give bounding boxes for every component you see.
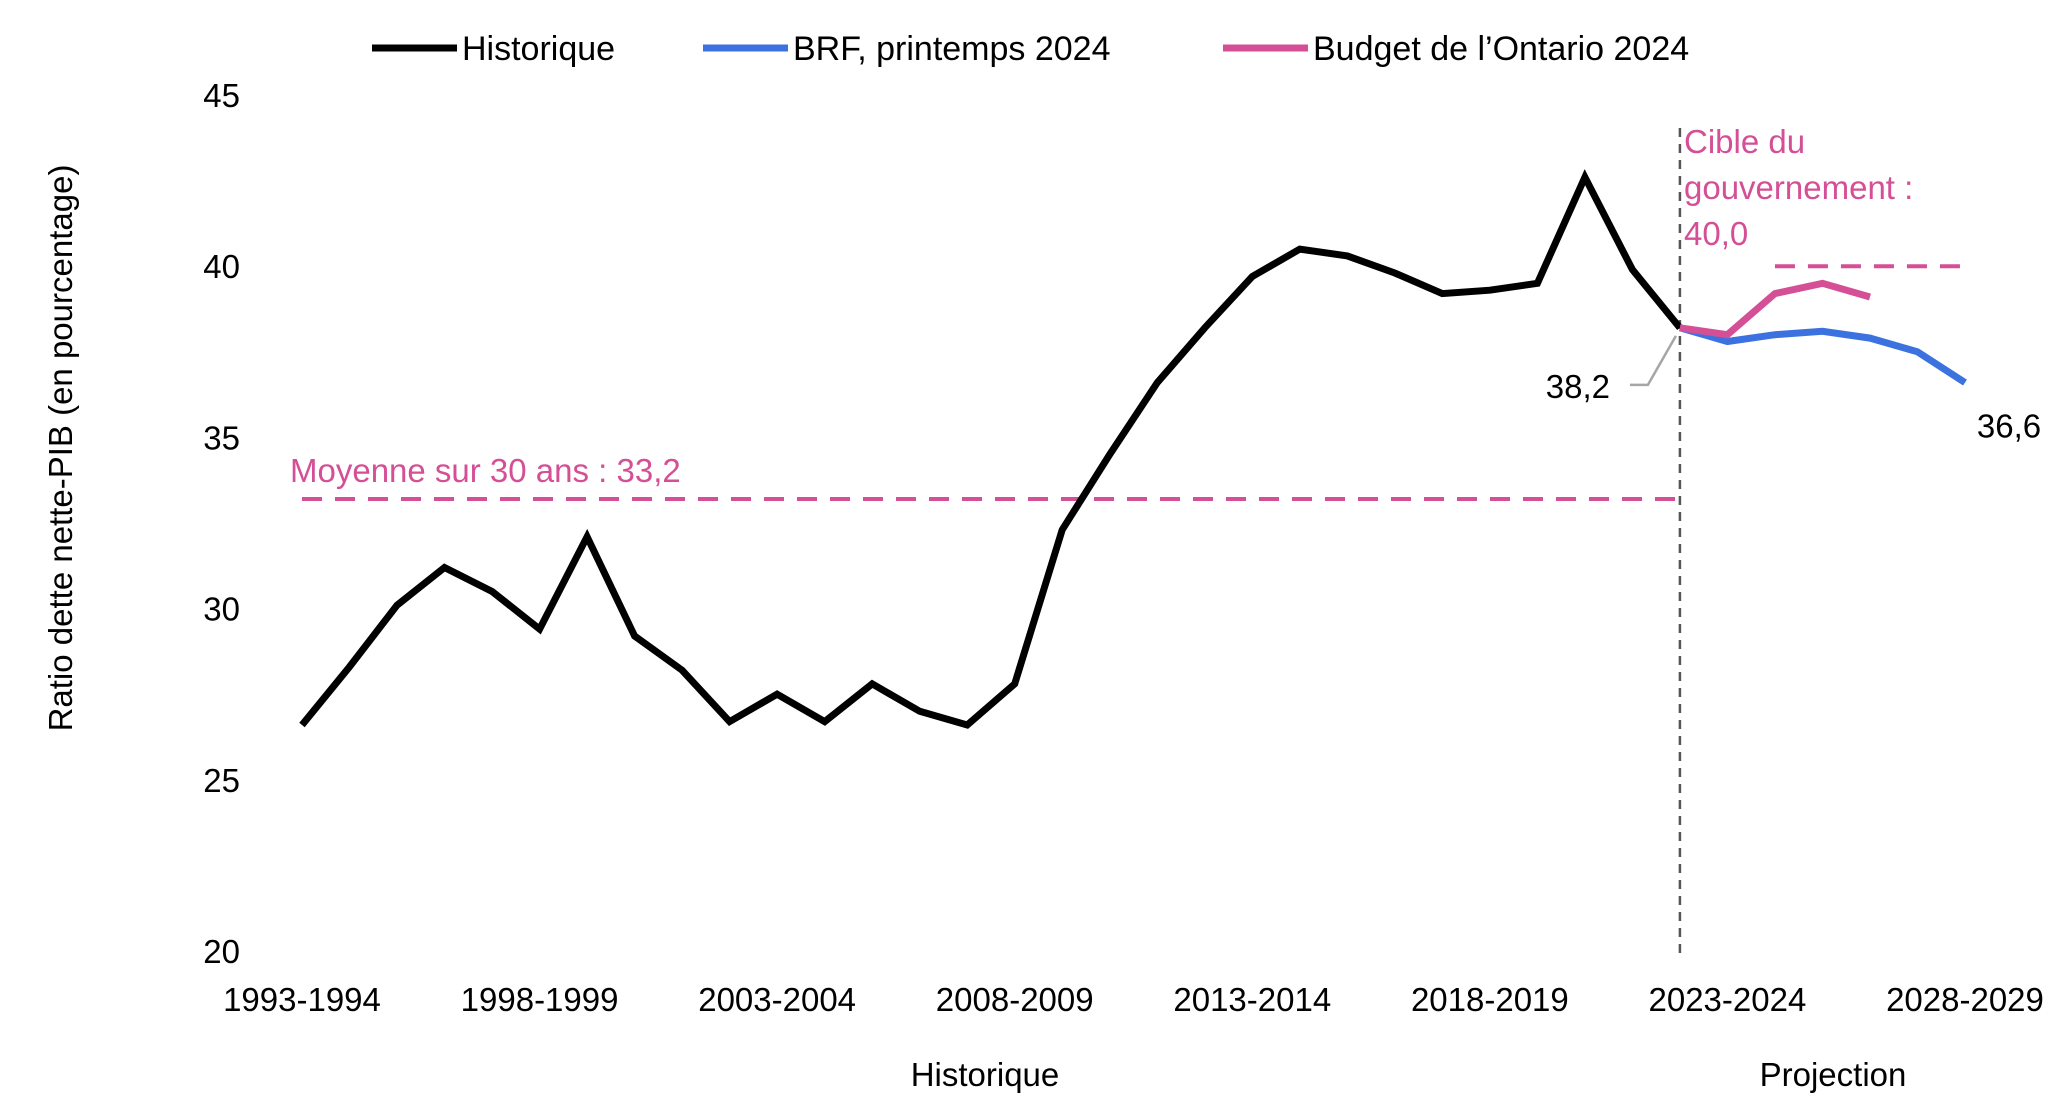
legend: Historique BRF, printemps 2024 Budget de l… bbox=[372, 30, 1689, 68]
y-axis-ticks: 20 25 30 35 40 45 bbox=[203, 77, 240, 970]
x-tick-label: 2003-2004 bbox=[698, 981, 856, 1018]
section-label-historique: Historique bbox=[911, 1056, 1060, 1093]
y-axis-label: Ratio dette nette-PIB (en pourcentage) bbox=[42, 165, 79, 732]
legend-label-historique: Historique bbox=[462, 30, 615, 68]
y-tick-label: 25 bbox=[203, 762, 240, 799]
series-line-budget-de-l-ontario-2024 bbox=[1679, 279, 1871, 339]
y-tick-label: 45 bbox=[203, 77, 240, 114]
legend-label-budget-de-l-ontario-2024: Budget de l’Ontario 2024 bbox=[1313, 30, 1689, 68]
x-tick-label: 2013-2014 bbox=[1173, 981, 1331, 1018]
section-label-projection: Projection bbox=[1760, 1056, 1907, 1093]
average-label: Moyenne sur 30 ans : 33,2 bbox=[290, 452, 681, 489]
x-tick-label: 1998-1999 bbox=[461, 981, 619, 1018]
y-tick-label: 40 bbox=[203, 248, 240, 285]
x-tick-label: 2023-2024 bbox=[1649, 981, 1807, 1018]
series-line-historique bbox=[299, 169, 1683, 729]
x-tick-label: 2008-2009 bbox=[936, 981, 1094, 1018]
series-line-brf-printemps-2024 bbox=[1678, 324, 1967, 386]
series-lines bbox=[299, 169, 1967, 729]
target-label-line: Cible du bbox=[1684, 123, 1805, 160]
legend-label-brf-printemps-2024: BRF, printemps 2024 bbox=[793, 30, 1111, 68]
x-tick-label: 1993-1994 bbox=[223, 981, 381, 1018]
x-tick-label: 2028-2029 bbox=[1886, 981, 2044, 1018]
point-label-leader bbox=[1629, 335, 1677, 387]
reference-lines: Moyenne sur 30 ans : 33,2 Cible du gouvern… bbox=[290, 123, 1965, 502]
y-tick-label: 20 bbox=[203, 933, 240, 970]
point-labels: 38,2 36,6 bbox=[1546, 335, 2041, 445]
x-tick-label: 2018-2019 bbox=[1411, 981, 1569, 1018]
x-axis-ticks: 1993-1994 1998-1999 2003-2004 2008-2009 2013… bbox=[223, 981, 2044, 1018]
y-tick-label: 30 bbox=[203, 591, 240, 628]
point-label-end: 36,6 bbox=[1977, 408, 2041, 445]
y-tick-label: 35 bbox=[203, 419, 240, 456]
target-label-line: 40,0 bbox=[1684, 215, 1748, 252]
target-label-line: gouvernement : bbox=[1684, 169, 1913, 206]
point-label-start: 38,2 bbox=[1546, 368, 1610, 405]
